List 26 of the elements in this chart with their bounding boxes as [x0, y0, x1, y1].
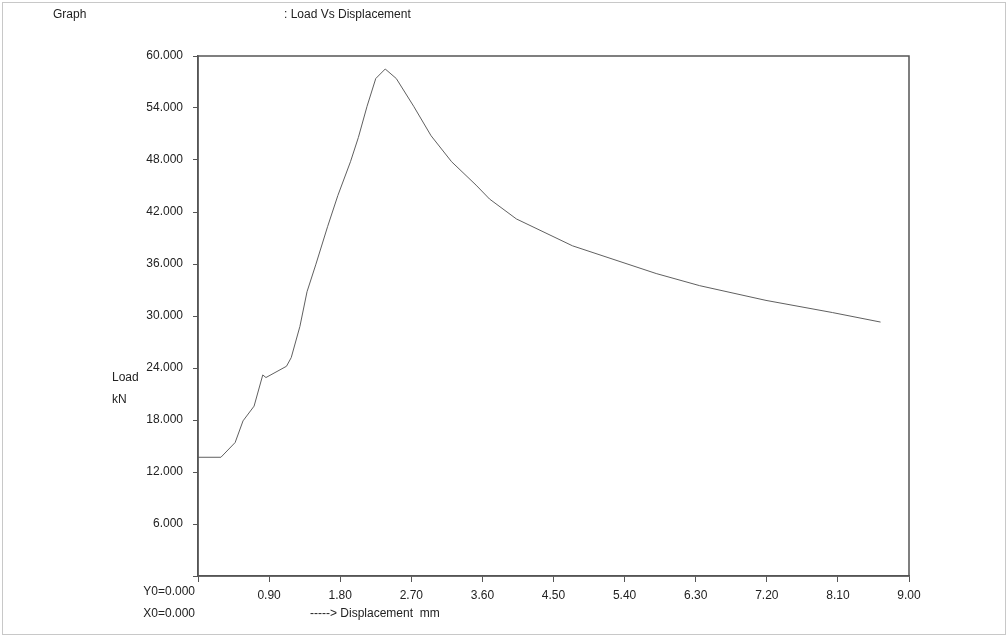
x-tick-label: 3.60 [470, 587, 495, 602]
text: Y0=0.000 [143, 584, 196, 599]
x-tick-label: 5.40 [612, 587, 637, 602]
x-tick-label: 9.00 [897, 587, 921, 602]
x-tick-label: 4.50 [541, 587, 566, 602]
x-tick-label: 8.10 [826, 587, 850, 602]
y-tick-label: 12.000 [146, 464, 184, 479]
y-tick-label: 24.000 [146, 360, 184, 375]
y-tick-label: 48.000 [146, 152, 184, 167]
y-tick-label: 6.000 [152, 516, 184, 531]
x-tick-label: 6.30 [684, 587, 708, 602]
y-tick-label: 60.000 [146, 48, 184, 63]
text: Graph [53, 7, 87, 22]
text: X0=0.000 [143, 606, 196, 621]
x-tick-label: 1.80 [328, 587, 353, 602]
x-axis-title: -----> Displacement mm [310, 606, 440, 621]
y-tick-label: 36.000 [146, 256, 184, 271]
y-tick-label: 18.000 [146, 412, 184, 427]
x-tick-label: 0.90 [257, 587, 282, 602]
chart-title: : Load Vs Displacement [284, 7, 412, 22]
y-tick-label: 54.000 [146, 100, 184, 115]
y-tick-label: 30.000 [146, 308, 184, 323]
x-tick-label: 7.20 [755, 587, 779, 602]
x-tick-label: 2.70 [399, 587, 424, 602]
y-tick-label: 42.000 [146, 204, 184, 219]
y-axis-title: Load kN [112, 370, 139, 407]
